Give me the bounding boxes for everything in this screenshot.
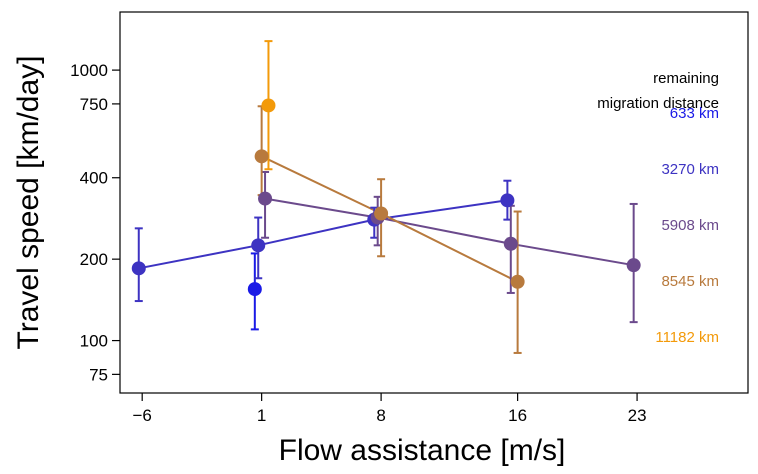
data-point <box>626 258 641 273</box>
series-lines <box>138 155 634 283</box>
data-point <box>254 149 269 164</box>
x-tick-label: 8 <box>376 406 385 425</box>
series-line <box>264 197 634 267</box>
data-point <box>261 98 276 113</box>
x-tick-label: 23 <box>628 406 647 425</box>
y-tick-label: 100 <box>80 332 108 351</box>
y-tick-label: 75 <box>89 365 108 384</box>
data-point <box>251 238 266 253</box>
series-line <box>138 199 508 270</box>
y-tick-label: 400 <box>80 169 108 188</box>
legend-entry: 5908 km <box>661 217 719 234</box>
legend-entry: 11182 km <box>655 329 719 346</box>
legend-title: remaining <box>653 70 719 87</box>
y-tick-label: 200 <box>80 250 108 269</box>
x-tick-label: −6 <box>132 406 151 425</box>
data-point <box>247 282 262 297</box>
data-point <box>374 206 389 221</box>
legend-entry: 633 km <box>670 105 719 122</box>
data-point <box>131 261 146 276</box>
legend-subtitle: migration distance <box>597 95 719 112</box>
data-point <box>510 274 525 289</box>
axes: −6 1 8 16 23 75 100 200 400 750 1000 Flow assistanc… <box>12 11 749 467</box>
data-point <box>258 191 273 206</box>
x-tick-label: 16 <box>508 406 527 425</box>
y-axis-label: Travel speed [km/day] <box>12 55 45 349</box>
plot-frame <box>119 11 749 394</box>
x-tick-label: 1 <box>257 406 266 425</box>
y-tick-label: 1000 <box>70 61 108 80</box>
legend-entry: 3270 km <box>661 161 719 178</box>
legend-entry: 8545 km <box>661 273 719 290</box>
data-points <box>131 98 641 297</box>
y-tick-label: 750 <box>80 95 108 114</box>
data-point <box>503 236 518 251</box>
x-axis-label: Flow assistance [m/s] <box>279 434 566 467</box>
data-point <box>500 193 515 208</box>
error-bars <box>134 40 638 354</box>
